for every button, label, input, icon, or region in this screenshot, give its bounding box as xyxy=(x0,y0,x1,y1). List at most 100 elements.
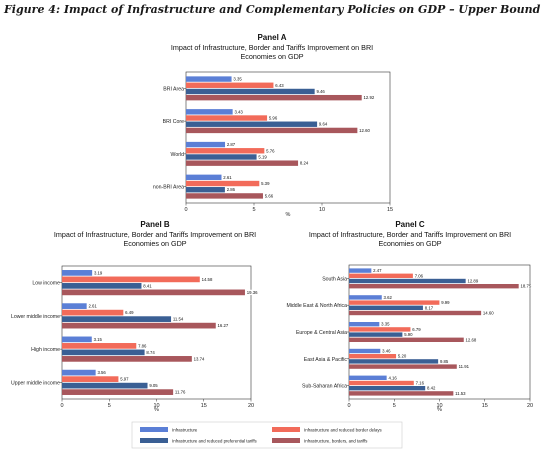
x-tick-label: 5 xyxy=(393,403,396,409)
data-label-bg xyxy=(172,316,185,322)
bar xyxy=(349,348,381,354)
x-tick-label: 10 xyxy=(319,207,325,213)
x-tick-label: 5 xyxy=(108,403,111,409)
data-label: 9.05 xyxy=(149,383,158,388)
data-label-bg xyxy=(519,284,532,289)
data-label: 11.76 xyxy=(175,390,186,395)
x-axis-label: % xyxy=(437,407,442,413)
data-label: 2.86 xyxy=(227,187,236,192)
bar xyxy=(186,193,263,199)
data-label: 7.06 xyxy=(415,273,424,278)
data-label: 14.58 xyxy=(202,277,213,282)
data-label-bg xyxy=(423,305,436,310)
data-label: 6.43 xyxy=(275,83,284,88)
bar xyxy=(62,289,245,296)
data-label-bg xyxy=(268,115,281,121)
category-label: BRI Area xyxy=(163,86,184,92)
data-label-bg xyxy=(263,193,276,199)
data-label-bg xyxy=(457,364,470,369)
bar xyxy=(186,141,226,148)
data-label-bg xyxy=(124,309,137,316)
data-label-bg xyxy=(426,386,439,391)
x-tick-label: 10 xyxy=(436,403,442,409)
bar xyxy=(62,343,137,349)
x-tick-label: 20 xyxy=(527,403,533,409)
data-label: 3.46 xyxy=(382,349,391,354)
data-label-bg xyxy=(440,300,453,305)
data-label-bg xyxy=(362,95,375,101)
bar xyxy=(349,337,464,342)
panel-a: Panel A Impact of Infrastructure, Border… xyxy=(153,33,393,218)
data-label: 8.74 xyxy=(146,350,155,355)
data-label: 5.19 xyxy=(258,154,267,159)
data-label: 11.91 xyxy=(459,364,470,369)
data-label-bg xyxy=(96,369,109,376)
data-label-bg xyxy=(148,382,161,389)
data-label-bg xyxy=(142,283,155,289)
panel-a-label: Panel A xyxy=(257,33,286,42)
bar xyxy=(186,76,232,82)
panel-c-title-line2: Economies on GDP xyxy=(378,239,441,248)
data-label-bg xyxy=(358,127,371,133)
data-label-bg xyxy=(200,276,213,283)
data-label-bg xyxy=(192,356,205,362)
data-label-bg xyxy=(245,289,258,296)
data-label-bg xyxy=(174,389,187,395)
data-label-bg xyxy=(372,268,385,273)
data-label-bg xyxy=(260,181,273,187)
data-label: 8.17 xyxy=(425,305,434,310)
data-label-bg xyxy=(464,337,477,342)
data-label-bg xyxy=(382,295,395,300)
data-label-bg xyxy=(397,354,410,359)
x-axis-label: % xyxy=(286,212,291,218)
data-label-bg xyxy=(92,336,105,343)
legend-label: Infrastructure and reduced border delays xyxy=(304,428,382,433)
category-label: High income xyxy=(31,347,60,353)
data-label: 12.60 xyxy=(359,128,370,133)
data-label: 11.54 xyxy=(173,317,184,322)
bar xyxy=(349,300,440,305)
data-label: 2.47 xyxy=(373,268,382,273)
data-label-bg xyxy=(265,148,278,154)
bar xyxy=(349,386,426,391)
bar xyxy=(349,332,403,337)
plot-frame xyxy=(185,71,391,204)
data-label: 9.46 xyxy=(316,89,325,94)
data-label: 19.36 xyxy=(247,290,258,295)
bar xyxy=(186,154,257,160)
x-tick-label: 15 xyxy=(482,403,488,409)
data-label: 7.86 xyxy=(138,343,147,348)
x-tick-label: 0 xyxy=(60,403,63,409)
data-label-bg xyxy=(222,174,235,180)
data-label-bg xyxy=(225,187,238,193)
bar xyxy=(349,295,382,300)
data-label: 5.66 xyxy=(265,193,274,198)
panel-b: Panel B Impact of Infrastructure, Border… xyxy=(11,220,258,413)
panel-c-label: Panel C xyxy=(395,220,425,229)
data-label: 8.24 xyxy=(300,161,309,166)
data-label-bg xyxy=(381,349,394,353)
bar xyxy=(349,380,414,386)
data-label: 6.79 xyxy=(412,327,421,332)
x-tick-label: 20 xyxy=(248,403,254,409)
category-label: BRI Core xyxy=(163,119,184,125)
x-tick-label: 5 xyxy=(252,207,255,213)
data-label-bg xyxy=(466,279,479,283)
data-label: 3.15 xyxy=(94,337,103,342)
bar xyxy=(349,375,387,380)
x-tick-label: 0 xyxy=(347,403,350,409)
data-label-bg xyxy=(145,349,158,356)
data-label: 13.74 xyxy=(194,356,205,361)
data-label: 4.16 xyxy=(388,375,397,380)
bar xyxy=(62,356,192,362)
panel-a-plot: 0 5 10 15% BRI Area 3.35 6.43 9.46 12.92 BRI Core… xyxy=(153,71,393,218)
data-label-bg xyxy=(226,142,239,148)
data-label: 5.20 xyxy=(398,354,407,359)
bar xyxy=(62,303,87,309)
figure-title: Figure 4: Impact of Infrastructure and C… xyxy=(3,3,541,16)
bar xyxy=(62,336,92,343)
bar xyxy=(349,284,519,289)
data-label: 5.39 xyxy=(261,181,270,186)
data-label-bg xyxy=(232,76,245,82)
